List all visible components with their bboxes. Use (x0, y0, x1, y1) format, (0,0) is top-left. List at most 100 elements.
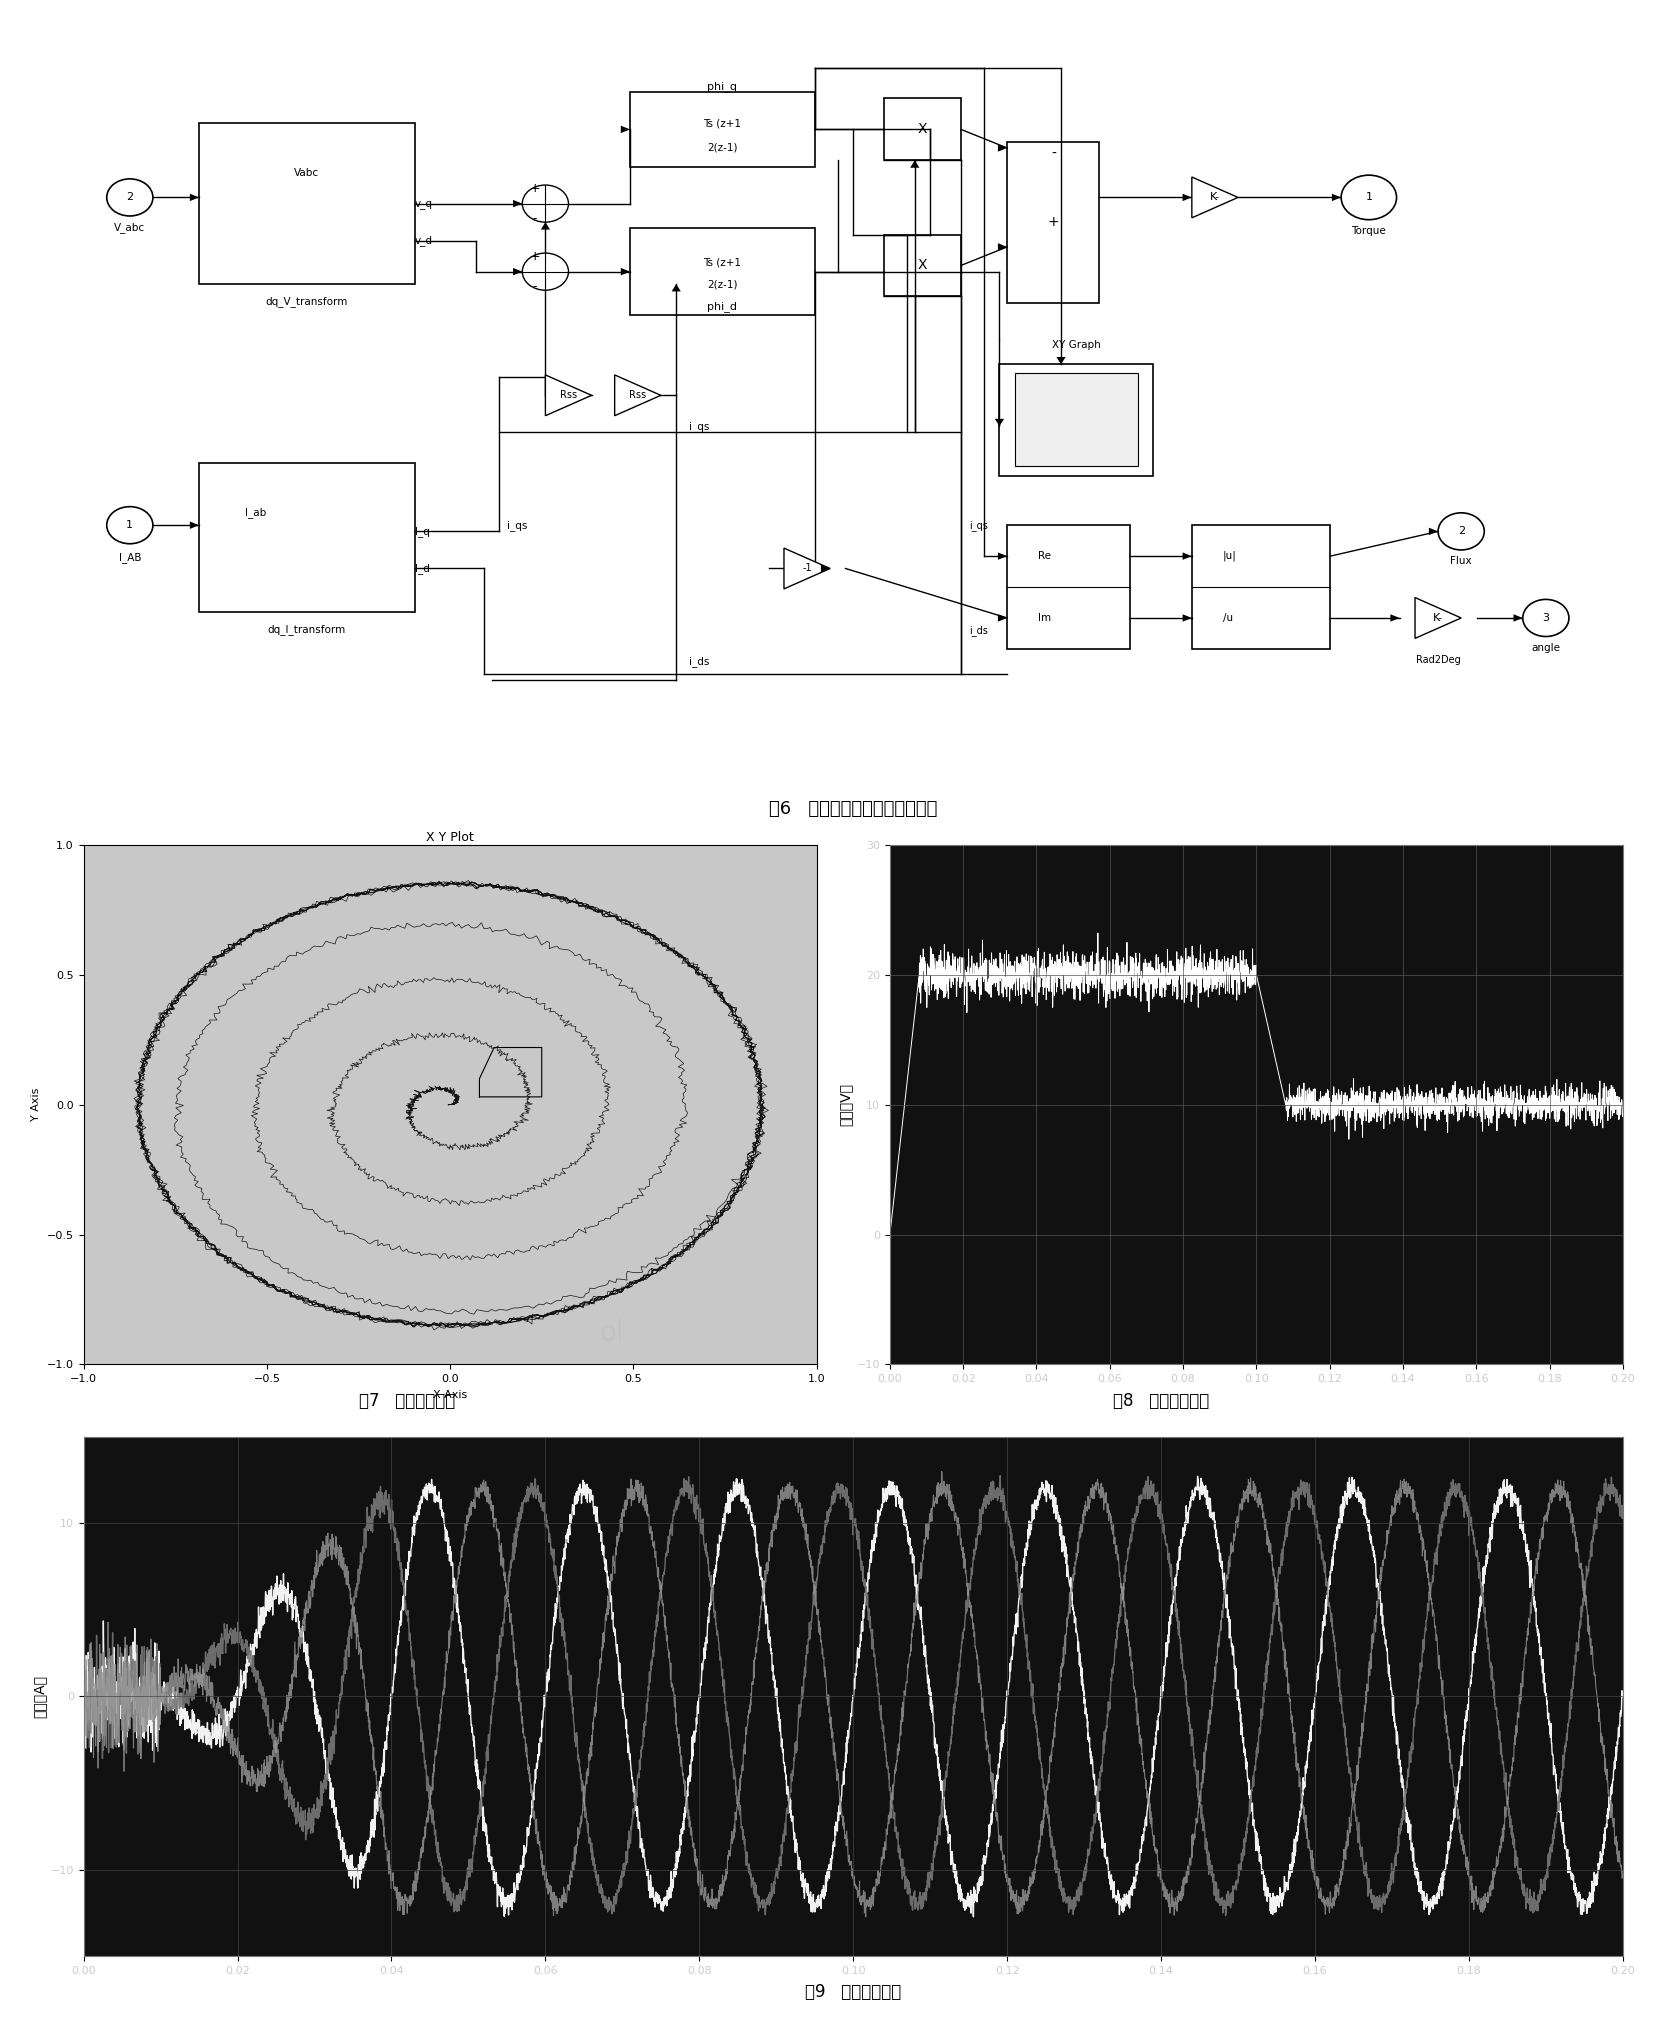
Polygon shape (910, 160, 920, 168)
Polygon shape (1183, 552, 1191, 560)
Text: Flux: Flux (1450, 556, 1472, 566)
Title: X Y Plot: X Y Plot (427, 830, 473, 844)
FancyBboxPatch shape (631, 227, 815, 315)
FancyBboxPatch shape (1007, 142, 1099, 302)
Text: v_d: v_d (415, 235, 433, 246)
Text: Ts (z+1: Ts (z+1 (703, 258, 741, 268)
FancyBboxPatch shape (1007, 526, 1131, 650)
Circle shape (522, 254, 569, 290)
Polygon shape (621, 268, 631, 276)
Polygon shape (671, 284, 681, 292)
Text: X: X (918, 122, 927, 136)
Polygon shape (995, 418, 1004, 426)
Polygon shape (1390, 615, 1400, 621)
Text: i_qs: i_qs (689, 422, 709, 432)
Text: I_q: I_q (415, 526, 430, 536)
Polygon shape (997, 552, 1007, 560)
Circle shape (1439, 514, 1484, 550)
X-axis label: X Axis: X Axis (433, 1391, 467, 1399)
Polygon shape (1415, 597, 1461, 637)
Circle shape (1342, 175, 1397, 219)
Text: i_ds: i_ds (689, 656, 709, 668)
Text: 2(z-1): 2(z-1) (708, 278, 738, 288)
Text: K-: K- (1210, 193, 1220, 203)
Polygon shape (514, 268, 522, 276)
Y-axis label: 电流（A）: 电流（A） (32, 1675, 47, 1717)
Polygon shape (189, 522, 199, 530)
FancyBboxPatch shape (199, 463, 415, 611)
Text: Rss: Rss (560, 390, 577, 400)
Polygon shape (540, 221, 550, 229)
FancyBboxPatch shape (883, 99, 960, 160)
Polygon shape (545, 376, 592, 416)
Circle shape (522, 185, 569, 221)
FancyBboxPatch shape (631, 91, 815, 166)
Text: Re: Re (1037, 550, 1051, 560)
Text: Im: Im (1037, 613, 1051, 623)
Text: 2: 2 (1457, 526, 1466, 536)
Text: angle: angle (1531, 644, 1561, 654)
Text: I_ab: I_ab (246, 508, 266, 518)
Text: 图8   电磁转矩波形: 图8 电磁转矩波形 (1113, 1391, 1210, 1409)
Text: i_ds: i_ds (969, 625, 987, 635)
Text: Ts (z+1: Ts (z+1 (703, 118, 741, 128)
Polygon shape (1056, 357, 1066, 365)
Polygon shape (1191, 177, 1238, 217)
Text: ol: ol (599, 1320, 624, 1348)
Text: i_qs: i_qs (969, 520, 987, 530)
Polygon shape (785, 548, 830, 589)
Text: 图6   磁链、转矩估计的离散模型: 图6 磁链、转矩估计的离散模型 (770, 800, 937, 818)
Polygon shape (614, 376, 661, 416)
Circle shape (107, 179, 152, 215)
Text: -: - (532, 280, 537, 292)
Text: Vabc: Vabc (294, 168, 320, 179)
Polygon shape (621, 126, 631, 134)
Text: +: + (529, 183, 540, 195)
Polygon shape (997, 144, 1007, 152)
Y-axis label: Y Axis: Y Axis (32, 1088, 42, 1121)
Text: -: - (1051, 146, 1056, 160)
FancyBboxPatch shape (999, 365, 1153, 475)
Polygon shape (997, 615, 1007, 621)
Text: Torque: Torque (1352, 225, 1387, 235)
Text: I_d: I_d (415, 562, 430, 574)
Text: -: - (532, 211, 537, 225)
Text: v_q: v_q (415, 199, 433, 209)
Text: Rad2Deg: Rad2Deg (1415, 656, 1461, 666)
FancyBboxPatch shape (883, 235, 960, 296)
Text: -1: -1 (803, 564, 811, 574)
FancyBboxPatch shape (199, 124, 415, 284)
Y-axis label: 电压（V）: 电压（V） (838, 1084, 853, 1127)
Polygon shape (1183, 193, 1191, 201)
Text: I_AB: I_AB (119, 552, 141, 562)
Text: +: + (1047, 215, 1059, 229)
Circle shape (107, 508, 152, 544)
Text: phi_q: phi_q (708, 81, 738, 91)
Text: 1: 1 (1365, 193, 1372, 203)
Polygon shape (189, 193, 199, 201)
Polygon shape (1429, 528, 1439, 536)
Text: 1: 1 (127, 520, 134, 530)
Polygon shape (821, 564, 830, 572)
Polygon shape (1514, 615, 1522, 621)
Text: V_abc: V_abc (114, 221, 146, 233)
Polygon shape (1183, 615, 1191, 621)
Text: +: + (529, 250, 540, 264)
FancyBboxPatch shape (1016, 374, 1138, 465)
Text: dq_V_transform: dq_V_transform (266, 296, 348, 307)
Text: 2(z-1): 2(z-1) (708, 142, 738, 152)
Polygon shape (997, 244, 1007, 250)
Text: X: X (918, 258, 927, 272)
Text: |u|: |u| (1223, 550, 1236, 562)
Text: phi_d: phi_d (708, 302, 738, 313)
Text: dq_I_transform: dq_I_transform (268, 623, 346, 635)
Text: K-: K- (1434, 613, 1444, 623)
Text: XY Graph: XY Graph (1052, 339, 1101, 349)
Polygon shape (514, 199, 522, 207)
Text: 3: 3 (1543, 613, 1549, 623)
Text: 2: 2 (125, 193, 134, 203)
Text: 图9   定子电流波形: 图9 定子电流波形 (805, 1983, 902, 2002)
Circle shape (1522, 599, 1569, 637)
Polygon shape (1332, 193, 1342, 201)
Text: 图7   定子磁链轨迹: 图7 定子磁链轨迹 (358, 1391, 455, 1409)
